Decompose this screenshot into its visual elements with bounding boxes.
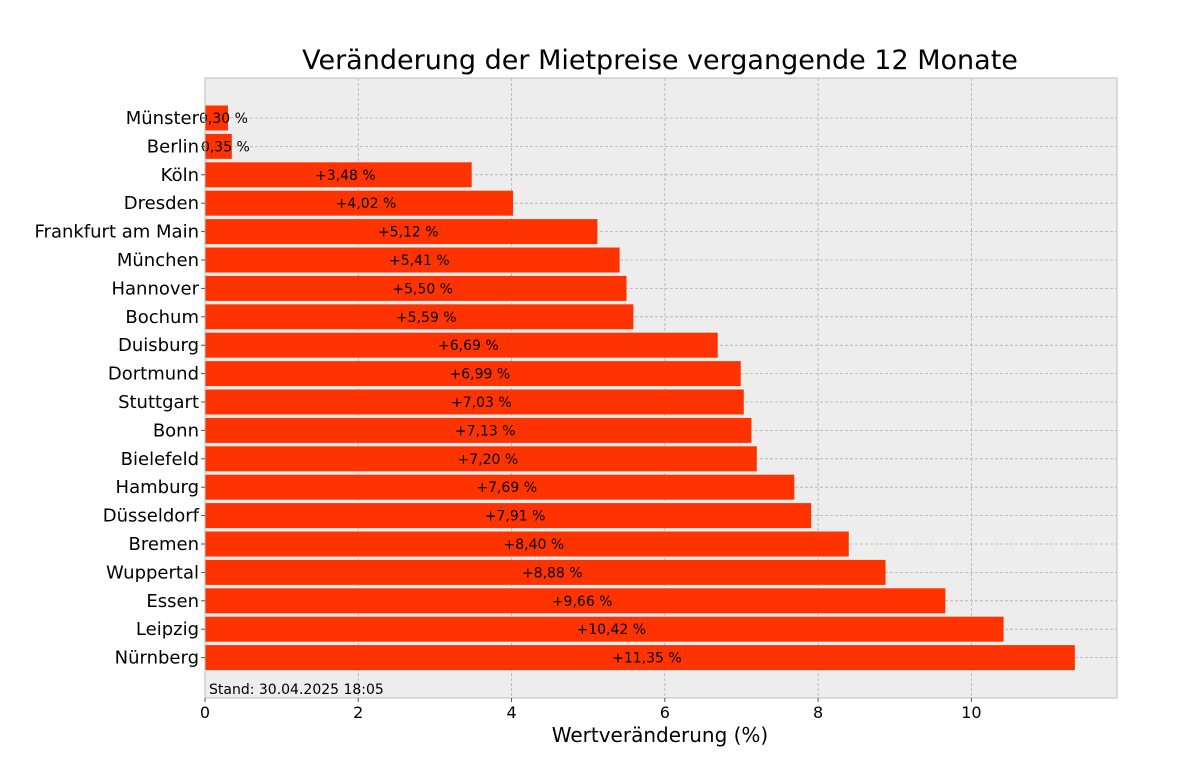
- bar-value-label: +5,59 %: [396, 310, 457, 326]
- bar: [205, 531, 849, 557]
- y-tick-label: Frankfurt am Main: [35, 222, 200, 243]
- x-tick-label: 6: [660, 703, 670, 722]
- y-tick-label: Bielefeld: [121, 449, 199, 470]
- y-tick-label: Nürnberg: [115, 648, 199, 669]
- bar-value-labels: 0,30 % 0,35 % +3,48 % +4,02 % +5,12 % +5,41 %…: [199, 111, 682, 667]
- bar-value-label: +7,20 %: [458, 452, 519, 468]
- bar-value-label: +3,48 %: [315, 168, 376, 184]
- x-axis-ticks: 0 2 4 6 8 10: [200, 698, 982, 722]
- bar-value-label: +8,40 %: [504, 537, 565, 553]
- x-tick-label: 0: [200, 703, 210, 722]
- bar: [205, 105, 228, 131]
- bar: [205, 389, 744, 415]
- y-axis-ticks: Münster Berlin Köln Dresden Frankfurt am Mai…: [35, 108, 205, 669]
- bar: [205, 361, 741, 387]
- bar-value-label: +4,02 %: [336, 196, 397, 212]
- bar: [205, 588, 946, 614]
- bar-value-label: +7,69 %: [476, 480, 537, 496]
- y-tick-label: Dortmund: [108, 364, 199, 385]
- bar-value-label: +5,50 %: [392, 281, 453, 297]
- bar: [205, 645, 1075, 671]
- bar: [205, 133, 232, 159]
- bar: [205, 304, 634, 330]
- bar: [205, 474, 795, 500]
- y-tick-label: Hannover: [111, 278, 199, 299]
- bar-value-label: +6,69 %: [438, 338, 499, 354]
- y-tick-label: Düsseldorf: [103, 506, 200, 527]
- bar-value-label: +5,12 %: [378, 225, 439, 241]
- y-tick-label: Stuttgart: [118, 392, 199, 413]
- y-tick-label: Leipzig: [136, 619, 199, 640]
- bar-value-label: +10,42 %: [577, 622, 647, 638]
- bar-value-label: +7,03 %: [451, 395, 512, 411]
- bar: [205, 247, 620, 273]
- bar: [205, 332, 718, 358]
- bar-value-label: +9,66 %: [552, 594, 613, 610]
- x-tick-label: 10: [961, 703, 981, 722]
- y-tick-label: Dresden: [124, 193, 199, 214]
- chart-title: Veränderung der Mietpreise vergangende 1…: [302, 45, 1018, 76]
- bar: [205, 417, 752, 443]
- bar: [205, 559, 886, 585]
- y-tick-label: Münster: [126, 108, 200, 129]
- y-tick-label: Essen: [146, 591, 199, 612]
- y-tick-label: Wuppertal: [106, 562, 199, 583]
- bar-value-label: 0,35 %: [201, 139, 250, 155]
- chart-footnote: Stand: 30.04.2025 18:05: [209, 682, 384, 698]
- bar: [205, 162, 472, 188]
- y-tick-label: Hamburg: [116, 477, 199, 498]
- bar-value-label: +5,41 %: [389, 253, 450, 269]
- bar: [205, 219, 598, 245]
- y-tick-label: Duisburg: [118, 335, 199, 356]
- y-tick-label: Berlin: [147, 136, 199, 157]
- bar-value-label: +7,91 %: [485, 509, 546, 525]
- x-tick-label: 4: [506, 703, 516, 722]
- bar: [205, 446, 757, 472]
- y-tick-label: Bremen: [129, 534, 199, 555]
- y-tick-label: Köln: [161, 165, 199, 186]
- bar-value-label: +8,88 %: [522, 565, 583, 581]
- bar: [205, 190, 514, 216]
- bar: [205, 503, 812, 529]
- y-tick-label: München: [117, 250, 199, 271]
- bar: [205, 275, 627, 301]
- bar-value-label: +7,13 %: [455, 423, 516, 439]
- x-axis-label: Wertveränderung (%): [552, 723, 769, 747]
- plot-frame: [204, 77, 1118, 699]
- y-tick-label: Bochum: [125, 307, 199, 328]
- x-tick-label: 2: [353, 703, 363, 722]
- bar-value-label: 0,30 %: [199, 111, 248, 127]
- bar-value-label: +11,35 %: [612, 651, 682, 667]
- x-tick-label: 8: [813, 703, 823, 722]
- bar-value-label: +6,99 %: [450, 367, 511, 383]
- bars: [205, 105, 1075, 671]
- y-tick-label: Bonn: [153, 420, 199, 441]
- bar: [205, 616, 1004, 642]
